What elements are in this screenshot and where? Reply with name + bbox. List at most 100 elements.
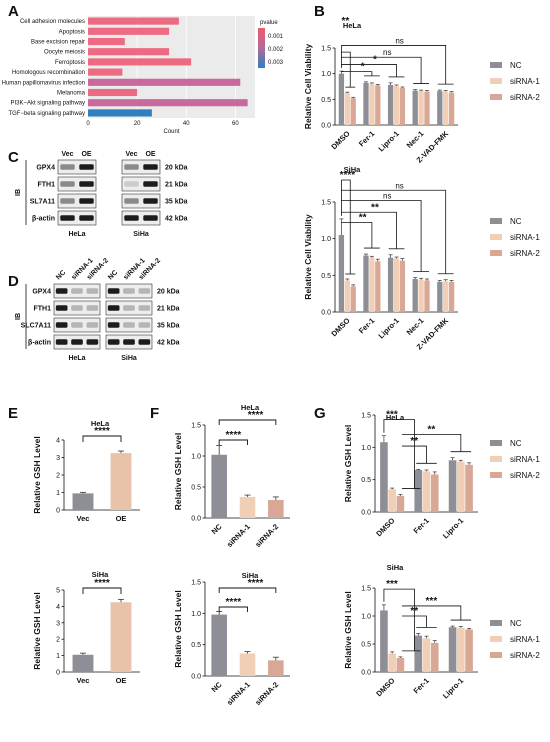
legend-label: NC	[510, 61, 522, 70]
bar	[443, 91, 449, 125]
x-tick-label: DMSO	[329, 316, 351, 338]
bar	[88, 78, 241, 86]
blot-band	[138, 288, 151, 294]
blot-strip	[57, 176, 97, 192]
legend: NC siRNA-1 siRNA-2	[490, 61, 540, 102]
x-tick-label: siRNA-2	[253, 522, 280, 549]
significance-label: ns	[383, 48, 391, 57]
blot-strip	[53, 317, 101, 333]
bar	[375, 261, 381, 312]
blot-strip	[105, 317, 153, 333]
y-tick-label: 0	[56, 508, 60, 515]
bar	[211, 454, 227, 518]
legend-tick-1: 0.001	[268, 34, 284, 40]
blot-band	[143, 198, 158, 204]
ib-label: IB	[15, 189, 22, 196]
x-tick-label: 40	[183, 121, 190, 127]
blot-band	[143, 215, 158, 221]
blot-band	[86, 305, 99, 311]
y-tick-label: 1.5	[361, 413, 371, 420]
x-tick-label: siRNA-1	[225, 680, 252, 707]
y-tick-label: 2	[56, 637, 60, 644]
significance-bracket	[401, 434, 462, 452]
x-tick-label: 20	[134, 121, 141, 127]
significance-label: ns	[383, 192, 391, 201]
bar	[344, 93, 350, 125]
blot-band	[71, 322, 83, 328]
kda-label: 42 kDa	[157, 340, 180, 347]
western-blot-c: Vec OE Vec OE GPX4 20 kDa FTH1 21 kDa SL7A11 35 k…	[15, 151, 188, 238]
significance-bracket	[218, 606, 248, 612]
chart-g-hela: 0.0 0.5 1.0 1.5 Relative GSH Level HeLa DMSO Fe…	[343, 410, 478, 540]
significance-bracket	[341, 211, 397, 249]
y-tick-label: 1.0	[361, 614, 371, 621]
significance-label: ns	[395, 36, 403, 45]
kda-label: 35 kDa	[165, 199, 188, 206]
bar	[424, 91, 430, 125]
legend-label: NC	[510, 619, 522, 628]
legend-title: pvalue	[260, 20, 278, 26]
significance-label: ***	[386, 579, 398, 590]
blot-band	[60, 215, 75, 221]
blot-strip	[105, 300, 153, 316]
y-tick-label: 1.5	[321, 200, 331, 207]
protein-label: β-actin	[28, 340, 51, 347]
legend-label: siRNA-2	[510, 249, 540, 258]
legend-tick-2: 0.002	[268, 47, 284, 53]
y-tick-label: 1.0	[191, 454, 201, 461]
blot-band	[79, 198, 94, 204]
y-axis-label: Relative GSH Level	[173, 590, 183, 667]
x-tick-label: Lipro-1	[441, 516, 465, 540]
bar	[350, 286, 356, 312]
bar	[88, 58, 192, 66]
chart-title: SiHa	[387, 563, 405, 572]
category-label: Apoptosis	[59, 29, 85, 35]
x-tick-label: Vec	[77, 514, 90, 523]
blot-band	[143, 181, 158, 187]
blot-band	[71, 339, 83, 345]
panel-label-b: B	[314, 3, 325, 20]
x-tick-label: OE	[116, 676, 127, 685]
significance-bracket	[341, 64, 397, 77]
significance-bracket	[401, 445, 427, 464]
significance-bracket	[218, 439, 248, 445]
significance-label: *	[361, 62, 365, 73]
bar	[430, 642, 439, 672]
significance-label: ns	[395, 181, 403, 190]
lane-label: Vec	[125, 151, 137, 158]
bar	[418, 279, 424, 312]
category-label: Oocyte meiosis	[44, 50, 85, 56]
y-tick-label: 1.5	[191, 423, 201, 430]
blot-band	[60, 181, 75, 187]
bar	[239, 496, 256, 518]
significance-bracket	[341, 56, 422, 84]
protein-label: FTH1	[38, 182, 56, 189]
blot-band	[138, 322, 151, 328]
legend-label: siRNA-1	[510, 233, 540, 242]
cell-line-label: HeLa	[68, 355, 85, 362]
bar	[399, 88, 406, 125]
blot-band	[79, 215, 94, 221]
significance-label: **	[371, 202, 379, 213]
significance-bracket	[341, 45, 447, 85]
bar	[110, 602, 132, 672]
significance-bracket	[341, 189, 447, 274]
pvalue-legend: pvalue 0.001 0.002 0.003	[258, 20, 284, 68]
bar	[414, 635, 423, 672]
bar	[375, 85, 381, 125]
significance-bracket	[341, 51, 351, 88]
bar	[424, 280, 430, 312]
legend-swatch	[490, 234, 502, 240]
pvalue-colorbar	[258, 28, 265, 68]
bar	[465, 629, 473, 672]
y-tick-label: 0.5	[321, 273, 331, 280]
legend-label: NC	[510, 439, 522, 448]
bar	[396, 495, 405, 512]
legend: NC siRNA-1 siRNA-2	[490, 439, 540, 480]
blot-band	[60, 164, 75, 170]
blot-strip	[121, 176, 161, 192]
x-tick-label: NC	[210, 680, 224, 694]
panel-label-c: C	[8, 149, 19, 166]
category-label: Homologous recombination	[12, 70, 85, 76]
legend-swatch	[490, 652, 502, 658]
